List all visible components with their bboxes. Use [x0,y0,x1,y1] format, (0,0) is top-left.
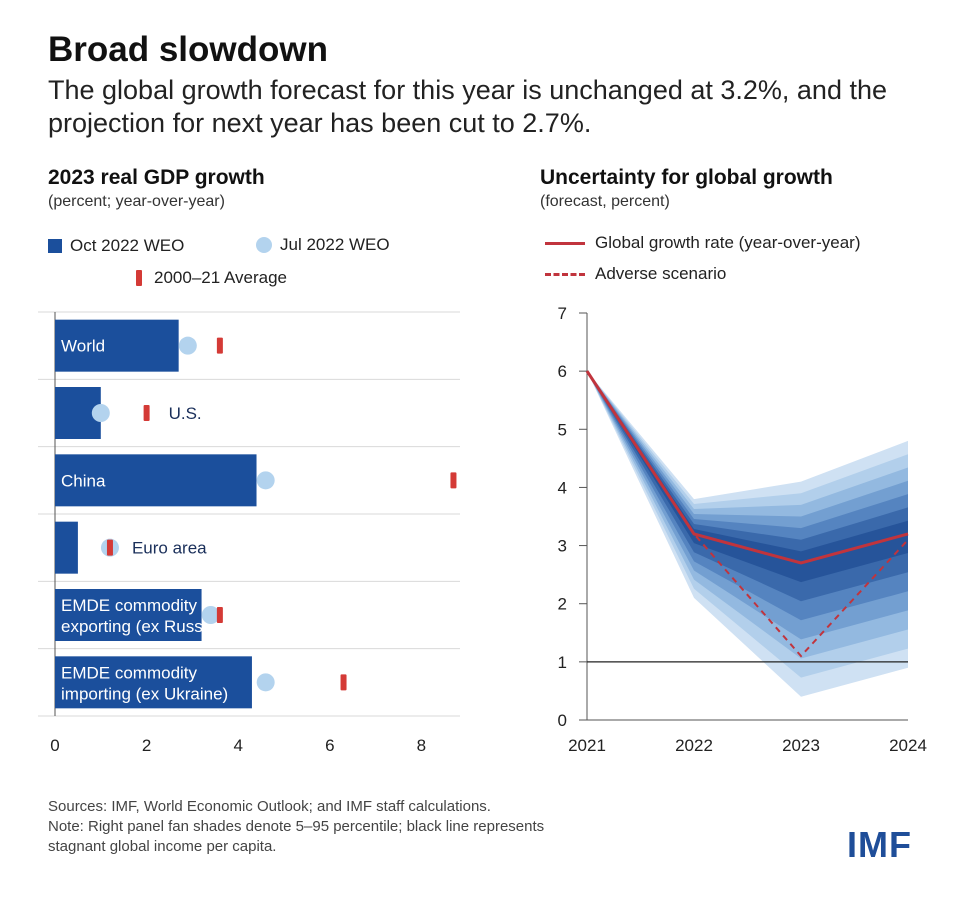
legend-oct-swatch [48,239,62,253]
legend-oct-2022: Oct 2022 WEO [48,236,184,256]
y-tick-label: 4 [558,478,567,497]
x-tick-label: 8 [417,736,426,755]
avg-tick-china [450,472,457,489]
x-tick-label: 2021 [568,736,606,755]
category-label: EMDE commodity [61,663,198,682]
category-label: exporting (ex Russia) [61,617,222,636]
series-line-global-growth-rate-year-over-year [585,370,909,565]
x-tick-label: 2023 [782,736,820,755]
category-label: Euro area [132,539,207,558]
dot-u-s [91,404,110,422]
series-line-adverse-scenario [586,370,909,658]
legend-jul-2022: Jul 2022 WEO [256,235,390,255]
legend-adverse: Adverse scenario [545,264,726,284]
x-tick-label: 4 [233,736,242,755]
left-panel-title: 2023 real GDP growth [48,166,265,189]
y-tick-label: 2 [558,595,567,614]
page-subtitle: The global growth forecast for this year… [48,75,888,138]
avg-tick-u-s [143,405,150,421]
legend-global-label: Global growth rate (year-over-year) [595,233,861,252]
legend-global-swatch [545,241,585,245]
avg-tick-euro-area [106,539,113,556]
left-panel-subtitle: (percent; year-over-year) [48,193,225,210]
imf-logo: IMF [847,824,912,865]
y-tick-label: 5 [558,420,567,439]
legend-jul-swatch [256,237,272,253]
legend-adverse-label: Adverse scenario [595,264,727,283]
note-text-line2: stagnant global income per capita. [48,838,277,855]
page-title: Broad slowdown [48,30,328,69]
category-label: importing (ex Ukraine) [61,684,228,703]
y-tick-label: 7 [558,304,567,323]
legend-global-growth: Global growth rate (year-over-year) [545,233,860,253]
right-panel-subtitle: (forecast, percent) [540,193,670,210]
x-tick-label: 2022 [675,736,713,755]
legend-jul-label: Jul 2022 WEO [280,235,390,254]
footer-notes: Sources: IMF, World Economic Outlook; an… [48,797,808,857]
dot-emde-commodity-importing-ex-ukraine [256,673,275,692]
x-tick-label: 2024 [889,736,927,755]
dot-world [178,336,197,355]
y-tick-label: 3 [558,537,567,556]
legend-average-label: 2000–21 Average [154,268,287,287]
x-tick-label: 6 [325,736,334,755]
bar-euro-area [55,521,78,574]
sources-text: Sources: IMF, World Economic Outlook; an… [48,798,491,815]
legend-adverse-swatch [545,272,585,276]
bar-emde-commodity-importing-ex-ukraine [55,656,252,709]
fan-band-7 [587,371,908,583]
legend-oct-label: Oct 2022 WEO [70,236,185,255]
dot-emde-commodity-exporting-ex-russia [201,606,220,624]
category-label: World [61,337,105,356]
bar-china [55,454,257,507]
note-text-line1: Note: Right panel fan shades denote 5–95… [48,818,545,835]
avg-tick-emde-commodity-exporting-ex-russia [216,607,223,623]
x-tick-label: 2 [142,736,151,755]
legend-average: 2000–21 Average [136,268,287,288]
avg-tick-world [216,337,223,354]
category-label: China [61,471,106,490]
avg-tick-emde-commodity-importing-ex-ukraine [340,674,347,691]
right-panel-title: Uncertainty for global growth [540,166,833,189]
category-label: EMDE commodity [61,596,198,615]
fan-band-6 [587,371,908,602]
y-tick-label: 1 [558,653,567,672]
y-tick-label: 6 [558,362,567,381]
dot-china [256,471,275,490]
legend-average-swatch [136,270,142,286]
bar-emde-commodity-exporting-ex-russia [55,589,202,641]
bar-world [55,319,179,372]
x-tick-label: 0 [50,736,59,755]
category-label: U.S. [169,404,202,423]
y-tick-label: 0 [558,711,567,730]
